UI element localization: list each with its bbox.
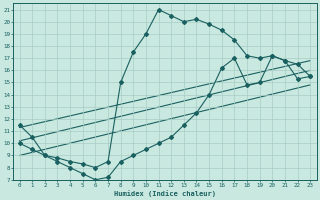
X-axis label: Humidex (Indice chaleur): Humidex (Indice chaleur) [114, 190, 216, 197]
